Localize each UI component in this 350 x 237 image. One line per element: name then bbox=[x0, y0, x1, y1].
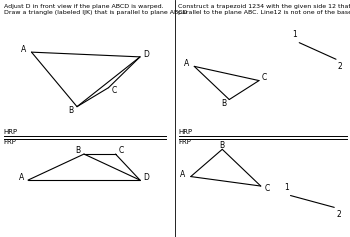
Text: C: C bbox=[118, 146, 124, 155]
Text: Construct a trapezoid 1234 with the given side 12 that is
parallel to the plane : Construct a trapezoid 1234 with the give… bbox=[178, 4, 350, 15]
Text: B: B bbox=[220, 141, 225, 150]
Text: 2: 2 bbox=[338, 62, 343, 71]
Text: Adjust D in front view if the plane ABCD is warped.
Draw a triangle (labeled IJK: Adjust D in front view if the plane ABCD… bbox=[4, 4, 187, 15]
Text: C: C bbox=[262, 73, 267, 82]
Text: D: D bbox=[144, 173, 149, 182]
Text: A: A bbox=[19, 173, 24, 182]
Text: C: C bbox=[111, 86, 117, 95]
Text: 1: 1 bbox=[293, 30, 297, 39]
Text: B: B bbox=[68, 106, 73, 115]
Text: A: A bbox=[181, 170, 186, 179]
Text: B: B bbox=[75, 146, 80, 155]
Text: 2: 2 bbox=[336, 210, 341, 219]
Text: A: A bbox=[184, 59, 189, 68]
Text: FRP: FRP bbox=[178, 139, 191, 145]
Text: 1: 1 bbox=[284, 183, 289, 192]
Text: HRP: HRP bbox=[178, 129, 192, 135]
Text: C: C bbox=[265, 184, 270, 193]
Text: A: A bbox=[21, 45, 27, 54]
Text: B: B bbox=[222, 99, 226, 108]
Text: D: D bbox=[144, 50, 149, 59]
Text: HRP: HRP bbox=[4, 129, 18, 135]
Text: FRP: FRP bbox=[4, 139, 16, 145]
